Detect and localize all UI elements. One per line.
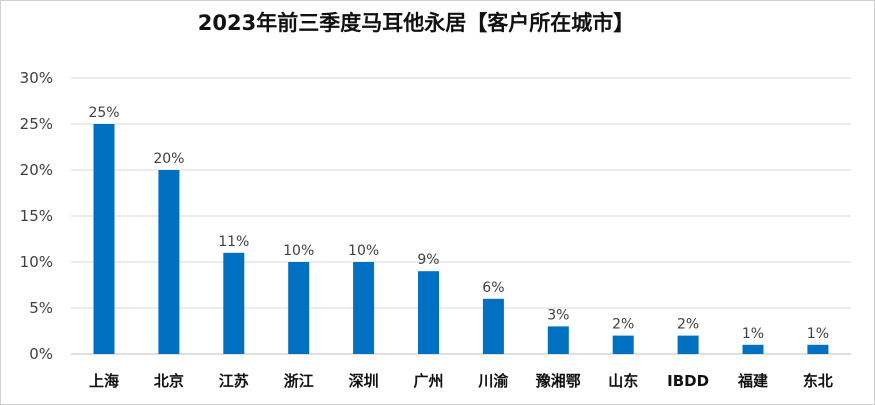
data-label: 11%	[218, 234, 249, 250]
data-label: 6%	[482, 280, 504, 296]
x-tick-label: IBDD	[667, 372, 709, 390]
y-tick-label: 10%	[20, 253, 53, 271]
data-label: 1%	[742, 326, 764, 342]
y-axis-ticks: 0% 5% 10% 15% 20% 25% 30%	[20, 69, 53, 363]
data-label: 2%	[677, 317, 699, 333]
y-tick-label: 30%	[20, 69, 53, 87]
x-tick-label: 川渝	[477, 372, 509, 390]
y-tick-label: 5%	[29, 299, 53, 317]
x-tick-label: 浙江	[284, 372, 314, 390]
data-label: 25%	[88, 105, 119, 121]
bar	[93, 124, 115, 354]
bar	[158, 170, 180, 354]
x-tick-label: 上海	[89, 372, 119, 390]
data-label: 10%	[348, 243, 379, 259]
data-label: 9%	[417, 252, 439, 268]
data-label: 2%	[612, 317, 634, 333]
y-tick-label: 15%	[20, 207, 53, 225]
bar	[418, 271, 439, 354]
bars	[93, 124, 829, 354]
chart-title: 2023年前三季度马耳他永居【客户所在城市】	[197, 11, 635, 35]
x-tick-label: 山东	[608, 372, 638, 390]
x-tick-label: 福建	[737, 372, 769, 390]
data-label: 3%	[547, 307, 569, 323]
x-tick-label: 东北	[803, 372, 833, 390]
bar	[223, 252, 245, 354]
data-labels: 25% 20% 11% 10% 10% 9% 6% 3% 2% 2% 1% 1%	[88, 105, 829, 342]
bar	[612, 335, 634, 354]
data-label: 10%	[283, 243, 314, 259]
grid-lines	[71, 77, 851, 355]
x-axis-categories: 上海 北京 江苏 浙江 深圳 广州 川渝 豫湘鄂 山东 IBDD 福建 东北	[89, 372, 833, 390]
bar	[353, 262, 375, 354]
data-label: 1%	[807, 326, 829, 342]
bar	[288, 262, 310, 354]
x-tick-label: 深圳	[349, 372, 379, 390]
bar	[677, 335, 699, 354]
bar	[807, 344, 829, 354]
bar	[482, 298, 504, 354]
bar	[742, 344, 764, 354]
x-tick-label: 北京	[154, 372, 184, 390]
y-tick-label: 20%	[20, 161, 53, 179]
y-tick-label: 0%	[29, 345, 53, 363]
y-tick-label: 25%	[20, 115, 53, 133]
bar	[547, 326, 569, 354]
x-tick-label: 江苏	[219, 372, 249, 390]
x-tick-label: 豫湘鄂	[536, 372, 581, 390]
data-label: 20%	[153, 151, 184, 167]
x-tick-label: 广州	[413, 372, 443, 390]
